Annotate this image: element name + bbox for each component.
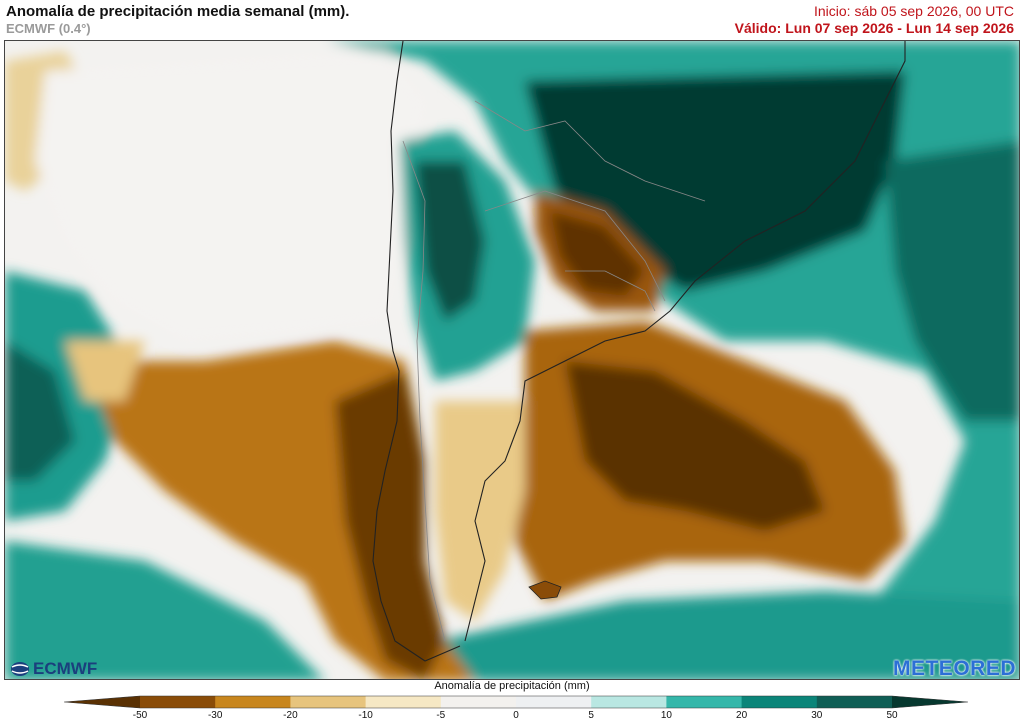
country-borders bbox=[402, 100, 706, 642]
strong-wet-andes bbox=[415, 161, 485, 321]
colorbar-arrow-left bbox=[64, 696, 140, 708]
border-bolivia-brazil bbox=[474, 100, 706, 202]
colorbar-block bbox=[741, 696, 818, 708]
colorbar-tick-label: -5 bbox=[436, 710, 445, 720]
colorbar-outline bbox=[63, 695, 969, 709]
colorbar-tick-label: -10 bbox=[358, 710, 373, 720]
colorbar-tick-label: 10 bbox=[661, 710, 673, 720]
coastlines bbox=[372, 41, 906, 662]
colorbar-block bbox=[591, 696, 667, 708]
malvinas-islands bbox=[528, 580, 562, 600]
colorbar-block bbox=[140, 696, 216, 708]
colorbar-block bbox=[440, 696, 517, 708]
anomaly-field bbox=[5, 41, 1019, 679]
colorbar-block bbox=[666, 696, 743, 708]
valid-period: Válido: Lun 07 sep 2026 - Lun 14 sep 202… bbox=[734, 20, 1014, 36]
colorbar-block bbox=[290, 696, 367, 708]
colorbar-title: Anomalía de precipitación (mm) bbox=[434, 680, 590, 692]
init-time: Inicio: sáb 05 sep 2026, 00 UTC bbox=[813, 3, 1014, 19]
colorbar-tick-label: 5 bbox=[588, 710, 594, 720]
colorbar: -50 -30 -20 -10 -5 0 5 10 20 30 50 bbox=[63, 695, 969, 720]
colorbar-ticks: -50 -30 -20 -10 -5 0 5 10 20 30 50 bbox=[133, 710, 898, 720]
colorbar-tick-label: -50 bbox=[133, 710, 148, 720]
colorbar-blocks bbox=[63, 695, 969, 709]
mild-dry-patagonia bbox=[435, 401, 525, 621]
strong-dry-uruguay bbox=[550, 211, 645, 296]
ecmwf-logo: ECMWF bbox=[10, 659, 97, 679]
ecmwf-globe-icon bbox=[11, 662, 29, 676]
model-label: ECMWF (0.4°) bbox=[6, 21, 91, 36]
colorbar-block bbox=[215, 696, 291, 708]
strong-wet-west bbox=[5, 341, 75, 481]
coastline-south-america-east bbox=[464, 41, 906, 642]
map-title: Anomalía de precipitación media semanal … bbox=[6, 3, 350, 20]
mild-dry-pacific bbox=[65, 341, 145, 401]
coastline-south-america-west bbox=[372, 41, 461, 662]
wet-region-sw-pacific bbox=[5, 541, 323, 679]
map-canvas bbox=[5, 41, 1019, 679]
colorbar-tick-label: 20 bbox=[736, 710, 748, 720]
border-chile-argentina bbox=[402, 140, 446, 642]
border-uruguay bbox=[565, 270, 656, 312]
colorbar-tick-label: -20 bbox=[283, 710, 298, 720]
border-argentina-paraguay bbox=[484, 190, 666, 302]
colorbar-block bbox=[516, 696, 592, 708]
colorbar-arrow-right bbox=[892, 696, 968, 708]
strong-dry-chile bbox=[335, 371, 445, 679]
strong-dry-atlantic bbox=[565, 361, 825, 531]
ecmwf-logo-text: ECMWF bbox=[33, 659, 98, 678]
colorbar-tick-label: -30 bbox=[208, 710, 223, 720]
wet-region-south-atlantic bbox=[885, 141, 1019, 421]
precipitation-anomaly-map[interactable] bbox=[4, 40, 1020, 680]
colorbar-tick-label: 50 bbox=[886, 710, 898, 720]
colorbar-tick-label: 0 bbox=[513, 710, 519, 720]
colorbar-tick-label: 30 bbox=[811, 710, 823, 720]
colorbar-block bbox=[816, 696, 893, 708]
colorbar-block bbox=[365, 696, 442, 708]
neutral-pacific bbox=[35, 51, 425, 341]
meteored-logo: METEORED bbox=[892, 657, 1016, 680]
wet-region-south bbox=[425, 591, 1019, 679]
